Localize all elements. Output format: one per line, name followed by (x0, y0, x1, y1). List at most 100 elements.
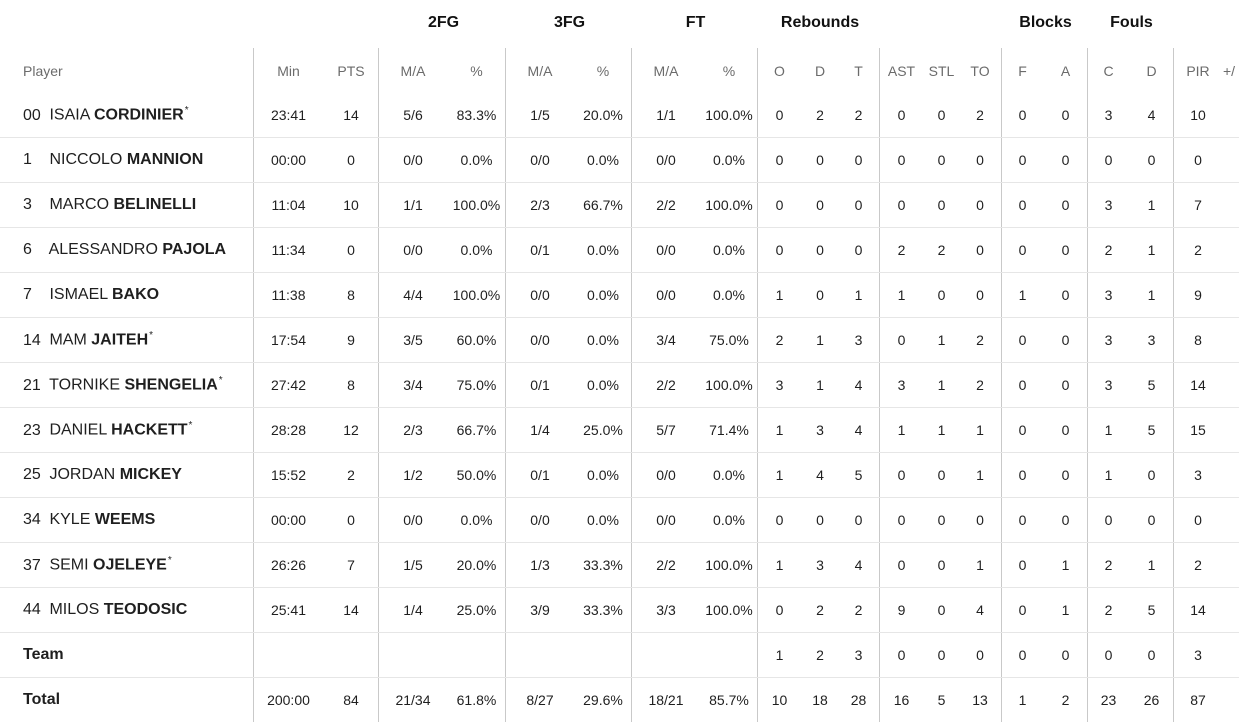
col-header-foul-d[interactable]: D (1146, 62, 1157, 79)
stat-reb-d: 3 (802, 407, 838, 453)
stat-plus-minus (1223, 272, 1239, 318)
player-number: 00 (23, 106, 41, 124)
stat-pts: 0 (324, 137, 378, 183)
col-header-3fg-ma[interactable]: M/A (527, 62, 553, 79)
stat-pir: 3 (1173, 452, 1223, 498)
player-last-name[interactable]: PAJOLA (162, 241, 227, 258)
stat-3fg-ma: 1/4 (505, 407, 575, 453)
team-row: Team 1 2 3 0 0 0 0 0 0 0 3 (0, 632, 1239, 678)
stat-stl: 0 (924, 497, 959, 543)
player-first-name[interactable]: MAM (49, 331, 87, 349)
stat-plus-minus (1223, 317, 1239, 363)
col-header-min[interactable]: Min (277, 62, 300, 79)
player-last-name[interactable]: TEODOSIC (103, 601, 188, 618)
player-last-name[interactable]: JAITEH (91, 331, 149, 349)
col-header-ft-ma[interactable]: M/A (653, 62, 679, 79)
stat-2fg-ma: 0/0 (378, 497, 448, 543)
stat-stl: 0 (924, 587, 959, 633)
table-row: 14 MAM JAITEH* 17:54 9 3/5 60.0% 0/0 0.0% 3/4 75… (0, 317, 1239, 363)
stat-3fg-pct: 33.3% (575, 542, 631, 588)
stat-ft-ma: 0/0 (631, 272, 701, 318)
player-last-name[interactable]: HACKETT (111, 421, 188, 439)
stat-2fg-pct: 100.0% (448, 182, 505, 228)
col-header-foul-c[interactable]: C (1103, 62, 1114, 79)
player-last-name[interactable]: BELINELLI (113, 196, 197, 213)
col-header-pir[interactable]: PIR (1186, 62, 1210, 79)
player-last-name[interactable]: CORDINIER (93, 106, 184, 124)
col-header-reb-t[interactable]: T (854, 62, 863, 79)
starter-mark: * (184, 105, 189, 117)
player-last-name[interactable]: OJELEYE (93, 556, 167, 574)
stat-blk-a: 0 (1044, 452, 1087, 498)
stat-blk-f: 0 (1001, 407, 1044, 453)
stat-to: 4 (959, 587, 1001, 633)
col-header-pts[interactable]: PTS (337, 62, 365, 79)
player-last-name[interactable]: MANNION (126, 151, 204, 168)
col-header-blk-f[interactable]: F (1018, 62, 1027, 79)
stat-ft-pct: 75.0% (701, 317, 757, 363)
col-header-ast[interactable]: AST (887, 62, 916, 79)
stat-3fg-ma: 1/5 (530, 107, 550, 123)
stat-min: 15:52 (253, 452, 324, 498)
stat-pir: 10 (1190, 107, 1206, 123)
player-first-name[interactable]: KYLE (49, 511, 91, 528)
stat-2fg-pct (448, 632, 505, 678)
stat-stl: 1 (924, 362, 959, 408)
stat-ast: 0 (879, 542, 924, 588)
stat-plus-minus (1223, 587, 1239, 633)
stat-blk-f: 1 (1001, 677, 1044, 722)
stat-3fg-ma: 1/3 (505, 542, 575, 588)
player-first-name[interactable]: MARCO (49, 196, 110, 213)
player-first-name[interactable]: TORNIKE (49, 376, 120, 394)
player-number: 44 (23, 601, 41, 618)
col-header-stl[interactable]: STL (928, 62, 955, 79)
player-first-name[interactable]: JORDAN (49, 466, 116, 483)
stat-pir: 14 (1173, 362, 1223, 408)
stat-pir: 8 (1173, 317, 1223, 363)
player-cell: 6 ALESSANDRO PAJOLA (0, 227, 253, 273)
col-header-reb-o[interactable]: O (774, 62, 785, 79)
player-first-name[interactable]: ISMAEL (49, 286, 108, 303)
stat-reb-t: 0 (838, 227, 879, 273)
stat-min: 25:41 (253, 587, 324, 633)
player-first-name[interactable]: MILOS (49, 601, 100, 618)
player-first-name[interactable]: ISAIA (49, 106, 90, 124)
stat-reb-t: 4 (838, 542, 879, 588)
col-header-player[interactable]: Player (23, 62, 63, 79)
stat-pir: 0 (1173, 497, 1223, 543)
player-last-name[interactable]: MICKEY (119, 466, 182, 483)
player-last-name[interactable]: WEEMS (94, 511, 156, 528)
stat-pir: 14 (1173, 587, 1223, 633)
player-cell: 44 MILOS TEODOSIC (0, 587, 253, 633)
stat-foul-d: 1 (1130, 272, 1173, 318)
col-header-plus-minus[interactable]: +/ (1223, 62, 1236, 79)
stat-3fg-pct: 0.0% (575, 362, 631, 408)
stat-min: 23:41 (270, 107, 307, 123)
player-number: 14 (23, 331, 41, 349)
player-first-name[interactable]: NICCOLO (49, 151, 123, 168)
col-header-to[interactable]: TO (970, 62, 990, 79)
player-first-name[interactable]: ALESSANDRO (48, 241, 158, 258)
col-header-blk-a[interactable]: A (1060, 62, 1071, 79)
col-header-2fg-pct[interactable]: % (470, 62, 483, 79)
stat-blk-f: 0 (1001, 632, 1044, 678)
col-header-3fg-pct[interactable]: % (596, 62, 610, 79)
player-first-name[interactable]: SEMI (49, 556, 89, 574)
table-row: 1 NICCOLO MANNION 00:00 0 0/0 0.0% 0/0 0.0% 0/0… (0, 137, 1239, 183)
stat-2fg-pct: 83.3% (456, 107, 497, 123)
col-header-reb-d[interactable]: D (814, 62, 826, 79)
stat-plus-minus (1223, 542, 1239, 588)
table-row: 6 ALESSANDRO PAJOLA 11:34 0 0/0 0.0% 0/1 0.0% 0… (0, 227, 1239, 273)
col-header-ft-pct[interactable]: % (722, 62, 736, 79)
player-last-name[interactable]: BAKO (112, 286, 160, 303)
col-header-2fg-ma[interactable]: M/A (400, 62, 426, 79)
stat-foul-d: 0 (1130, 497, 1173, 543)
stat-foul-c: 0 (1087, 137, 1130, 183)
stat-stl: 0 (924, 452, 959, 498)
player-cell: 1 NICCOLO MANNION (0, 137, 253, 183)
stat-blk-a: 0 (1061, 107, 1070, 123)
player-last-name[interactable]: SHENGELIA (124, 376, 218, 394)
player-first-name[interactable]: DANIEL (49, 421, 107, 439)
stat-reb-o: 10 (757, 677, 802, 722)
